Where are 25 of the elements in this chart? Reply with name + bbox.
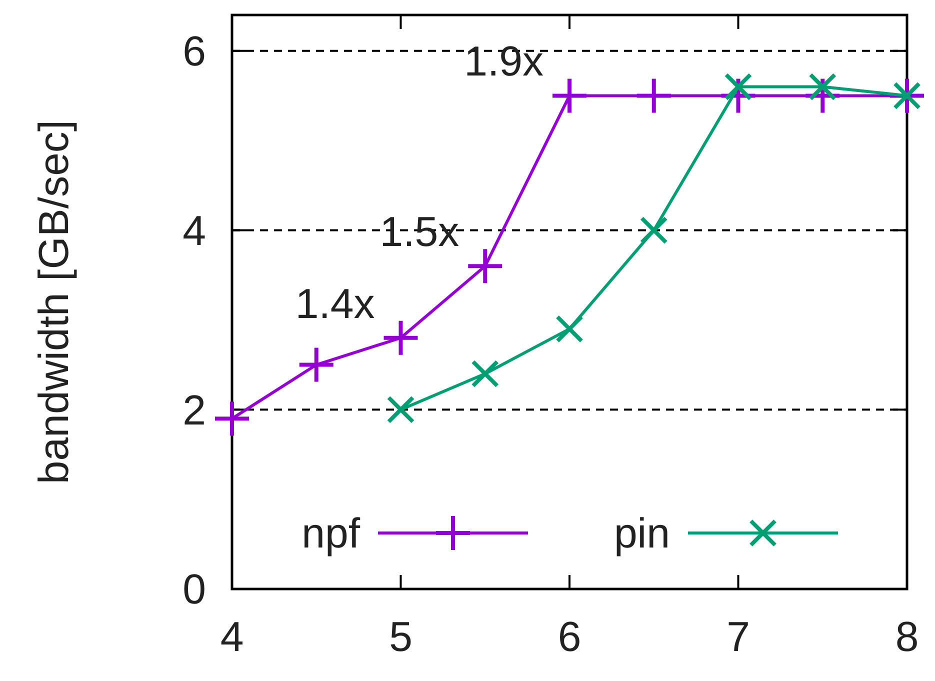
y-tick-label: 2 bbox=[182, 386, 206, 434]
x-tick-label: 5 bbox=[389, 613, 412, 660]
point bbox=[468, 249, 502, 284]
point bbox=[636, 78, 671, 113]
point bbox=[552, 78, 586, 113]
y-tick-label: 0 bbox=[182, 566, 206, 613]
annotation: 1.4x bbox=[295, 280, 375, 327]
x-tick-label: 4 bbox=[220, 613, 244, 660]
annotation: 1.9x bbox=[464, 38, 544, 85]
point bbox=[640, 216, 668, 244]
x-tick-label: 8 bbox=[895, 613, 919, 660]
y-axis-title: bandwidth [GB/sec] bbox=[30, 120, 77, 484]
point bbox=[556, 315, 583, 342]
x-tick-label: 7 bbox=[726, 613, 750, 660]
annotation: 1.5x bbox=[380, 208, 460, 256]
point bbox=[472, 360, 499, 388]
legend-label: pin bbox=[614, 510, 670, 557]
y-tick-label: 6 bbox=[182, 28, 206, 75]
y-tick-label: 4 bbox=[182, 206, 206, 254]
x-tick-label: 6 bbox=[558, 613, 582, 660]
point bbox=[387, 396, 414, 424]
point bbox=[215, 402, 249, 436]
point bbox=[299, 348, 334, 382]
point bbox=[384, 320, 418, 355]
legend-label: npf bbox=[302, 510, 360, 557]
